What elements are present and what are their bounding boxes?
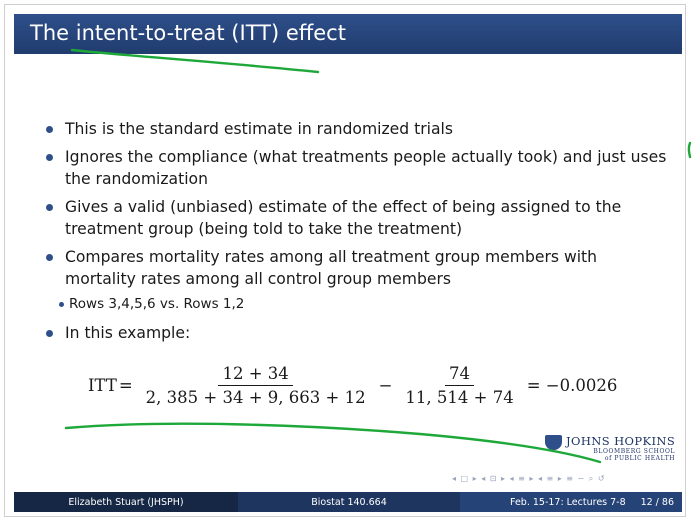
formula-lhs: ITT xyxy=(88,376,117,395)
bullet-item: In this example: xyxy=(42,322,672,344)
equals-sign: = xyxy=(118,376,133,395)
slide-title: The intent-to-treat (ITT) effect xyxy=(30,21,346,45)
bullet-item: Compares mortality rates among all treat… xyxy=(42,246,672,290)
footer-bar: Elizabeth Stuart (JHSPH) Biostat 140.664… xyxy=(14,492,682,512)
fraction-numerator: 12 + 34 xyxy=(218,364,293,386)
bullet-item: This is the standard estimate in randomi… xyxy=(42,118,672,140)
bullet-icon xyxy=(46,204,53,211)
bullet-item: Ignores the compliance (what treatments … xyxy=(42,146,672,190)
title-bar: The intent-to-treat (ITT) effect xyxy=(14,14,682,54)
sub-bullet-item: Rows 3,4,5,6 vs. Rows 1,2 xyxy=(42,294,672,314)
formula-underline-stroke xyxy=(64,422,602,464)
itt-formula: ITT = 12 + 34 2, 385 + 34 + 9, 663 + 12 … xyxy=(88,364,619,407)
footer-author: Elizabeth Stuart (JHSPH) xyxy=(14,492,238,512)
title-underline-stroke xyxy=(70,48,320,74)
fraction-denominator: 2, 385 + 34 + 9, 663 + 12 xyxy=(145,388,366,407)
logo-name: JOHNS HOPKINS xyxy=(566,434,676,448)
minus-sign: − xyxy=(378,376,393,395)
beamer-nav-controls[interactable]: ◂ □ ▸ ◂ ⊡ ▸ ◂ ≡ ▸ ◂ ≡ ▸ ≡ ∽ ⌕ ↺ xyxy=(452,474,606,483)
bullet-icon xyxy=(46,126,53,133)
formula-result: = −0.0026 xyxy=(526,376,618,395)
fraction-control: 74 11, 514 + 74 xyxy=(401,364,517,407)
slide-frame xyxy=(4,4,686,517)
margin-mark-stroke xyxy=(687,141,692,159)
shield-icon xyxy=(545,435,562,450)
footer-date-page: Feb. 15-17: Lectures 7-8 12 / 86 xyxy=(460,492,682,512)
bullet-icon xyxy=(46,154,53,161)
sub-bullet-icon xyxy=(59,302,64,307)
logo-school: BLOOMBERG SCHOOL xyxy=(593,448,676,455)
jhu-logo: JOHNS HOPKINS BLOOMBERG SCHOOL of PUBLIC… xyxy=(545,434,675,462)
bullet-icon xyxy=(46,330,53,337)
fraction-denominator: 11, 514 + 74 xyxy=(405,388,514,407)
footer-course: Biostat 140.664 xyxy=(238,492,460,512)
logo-school-sub: of PUBLIC HEALTH xyxy=(604,455,676,462)
fraction-numerator: 74 xyxy=(445,364,475,386)
bullet-icon xyxy=(46,254,53,261)
bullet-list: This is the standard estimate in randomi… xyxy=(42,118,672,350)
fraction-treatment: 12 + 34 2, 385 + 34 + 9, 663 + 12 xyxy=(142,364,370,407)
page-number: 12 / 86 xyxy=(640,496,674,508)
bullet-item: Gives a valid (unbiased) estimate of the… xyxy=(42,196,672,240)
footer-date: Feb. 15-17: Lectures 7-8 xyxy=(510,496,626,508)
